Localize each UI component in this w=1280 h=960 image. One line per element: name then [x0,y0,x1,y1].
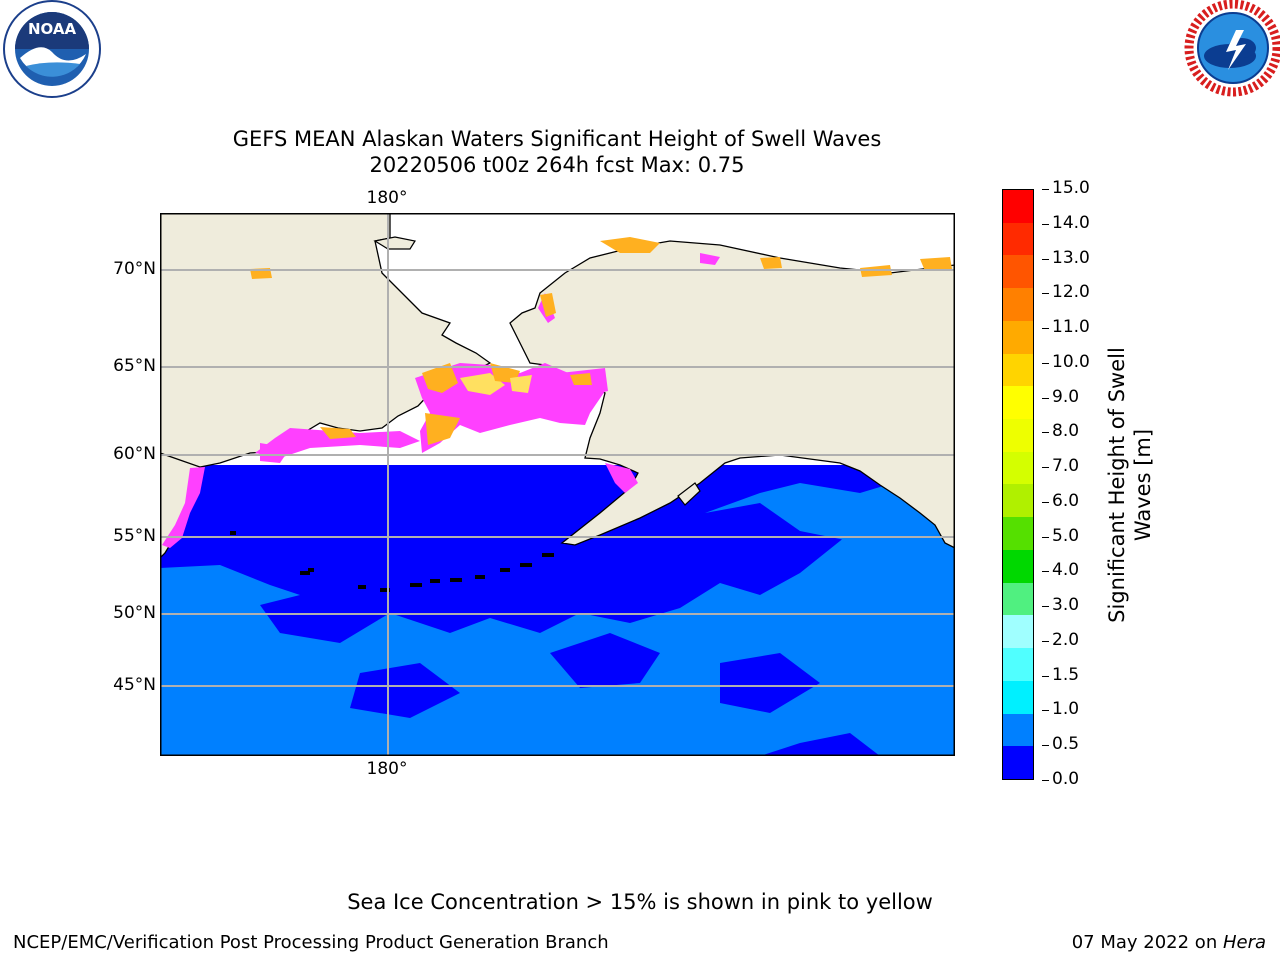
colorbar-tick-label: 8.0 [1052,421,1080,442]
colorbar-band [1003,484,1033,518]
colorbar-band [1003,353,1033,387]
lat-label-55: 55°N [113,526,156,546]
swell-patch-2 [350,663,460,718]
colorbar-band [1003,255,1033,289]
colorbar-band [1003,615,1033,649]
colorbar-tick-label: 0.5 [1052,734,1080,755]
colorbar-band [1003,419,1033,452]
colorbar-tick-label: 9.0 [1052,386,1080,407]
colorbar-tick-mark [1042,501,1049,503]
colorbar-tick-mark [1042,745,1049,747]
colorbar-band [1003,320,1033,354]
colorbar-tick-mark [1042,780,1049,781]
noaa-logo-text: NOAA [28,20,77,38]
colorbar [1002,189,1034,780]
footer-branch: NCEP/EMC/Verification Post Processing Pr… [13,932,609,953]
swell-patch-3 [720,653,820,713]
sea-ice-note: Sea Ice Concentration > 15% is shown in … [347,890,933,914]
colorbar-tick-mark [1042,362,1049,364]
colorbar-tick-mark [1042,189,1049,190]
colorbar-band [1003,517,1033,550]
lat-label-45: 45°N [113,675,156,695]
colorbar-band [1003,288,1033,321]
colorbar-tick-mark [1042,223,1049,225]
colorbar-tick-label: 0.0 [1052,769,1080,789]
footer-date-text: 07 May 2022 on [1071,932,1223,953]
colorbar-tick-label: 10.0 [1052,351,1090,372]
map-panel [160,213,955,756]
lon-label-bottom: 180° [366,759,408,779]
colorbar-label-line1: Significant Height of Swell [1105,347,1129,623]
swell-patch-1 [550,633,660,688]
colorbar-tick-label: 2.0 [1052,629,1080,650]
map-title: GEFS MEAN Alaskan Waters Significant Hei… [232,127,882,151]
colorbar-tick-mark [1042,640,1049,642]
colorbar-tick-label: 6.0 [1052,490,1080,511]
graticule [160,213,955,756]
colorbar-tick-label: 4.0 [1052,560,1080,581]
colorbar-tick-mark [1042,258,1049,260]
colorbar-tick-label: 7.0 [1052,456,1080,477]
colorbar-tick-label: 5.0 [1052,525,1080,546]
footer-date: 07 May 2022 on Hera [1072,932,1266,953]
lon-label-top: 180° [366,188,408,208]
nws-logo [1178,0,1280,100]
sea-ice [162,237,952,548]
colorbar-tick-mark [1042,571,1049,573]
colorbar-tick-mark [1042,710,1049,712]
lat-label-50: 50°N [113,603,156,623]
colorbar-band [1003,386,1033,420]
colorbar-band [1003,549,1033,583]
swell-region-east [705,475,955,553]
lat-label-65: 65°N [113,356,156,376]
colorbar-tick-label: 13.0 [1052,247,1090,268]
colorbar-tick-mark [1042,328,1049,330]
colorbar-tick-mark [1042,397,1049,399]
lat-label-70: 70°N [113,259,156,279]
aleutian-islands [230,531,554,592]
colorbar-tick-mark [1042,432,1049,434]
colorbar-tick-label: 3.0 [1052,595,1080,616]
colorbar-tick-mark [1042,536,1049,538]
colorbar-tick-label: 14.0 [1052,212,1090,233]
colorbar-tick-mark [1042,675,1049,677]
colorbar-tick-label: 1.0 [1052,699,1080,720]
colorbar-band [1003,746,1033,779]
colorbar-tick-label: 1.5 [1052,664,1080,685]
noaa-logo: NOAA [0,0,105,100]
land-kodiak-island [677,482,701,506]
colorbar-band [1003,190,1033,223]
footer-machine: Hera [1222,932,1266,953]
colorbar-band [1003,222,1033,256]
colorbar-band [1003,648,1033,681]
colorbar-tick-mark [1042,293,1049,295]
colorbar-tick-label: 15.0 [1052,178,1090,198]
colorbar-tick-mark [1042,467,1049,469]
colorbar-band [1003,582,1033,616]
colorbar-tick-label: 11.0 [1052,317,1090,338]
map-subtitle: 20220506 t00z 264h fcst Max: 0.75 [369,153,745,177]
colorbar-tick-label: 12.0 [1052,282,1090,303]
colorbar-label-line2: Waves [m] [1131,428,1155,542]
colorbar-band [1003,680,1033,714]
colorbar-tick-mark [1042,606,1049,608]
colorbar-band [1003,713,1033,747]
lat-label-60: 60°N [113,444,156,464]
colorbar-label: Significant Height of Swell Waves [m] [1104,285,1156,685]
land-wrangel-island [373,236,416,250]
colorbar-band [1003,451,1033,485]
